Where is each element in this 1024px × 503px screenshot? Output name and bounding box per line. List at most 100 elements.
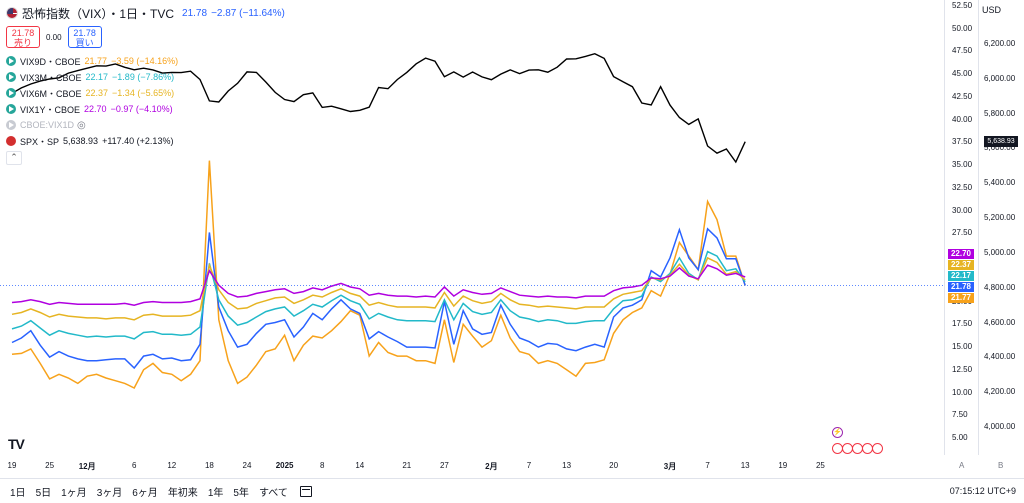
symbol-change: −2.87 (−11.64%) (211, 7, 285, 19)
legend-row-vix1y[interactable]: VIX1Y・CBOE 22.70 −0.97 (−4.10%) (6, 101, 285, 117)
series-line-vix[interactable] (11, 227, 746, 370)
spx-tick-label: 6,200.00 (984, 39, 1016, 48)
time-tick-label: 7 (526, 461, 532, 470)
symbol-title-row[interactable]: 恐怖指数（VIX）・1日・TVC 21.78 −2.87 (−11.64%) (6, 4, 285, 22)
spx-tick-label: 5,200.00 (984, 213, 1016, 223)
series-change: −1.34 (−5.65%) (112, 88, 175, 98)
range-5d[interactable]: 5日 (35, 487, 52, 499)
spx-last-badge: 5,638.93 (984, 135, 1018, 147)
series-name: VIX9D・CBOE (20, 56, 81, 67)
clock-time[interactable]: 07:15:12 UTC+9 (949, 486, 1016, 496)
economic-event-icon[interactable] (872, 443, 883, 454)
scale-b-button[interactable]: B (998, 461, 1004, 470)
vix-tick-label: 5.00 (952, 433, 968, 442)
time-tick-label: 13 (740, 461, 750, 470)
time-tick-label: 3月 (663, 462, 677, 471)
spx-tick-label: 4,400.00 (984, 352, 1016, 362)
vix-tick-label: 27.50 (952, 228, 973, 238)
vix-tick-label: 52.50 (952, 1, 973, 10)
series-line-vix9d[interactable] (11, 160, 746, 389)
legend-row-vix9d[interactable]: VIX9D・CBOE 21.77 −3.59 (−14.16%) (6, 53, 285, 69)
hidden-series-name: CBOE:VIX1D (20, 120, 75, 130)
series-value: 21.77 (84, 56, 108, 66)
time-tick-label: 24 (242, 461, 252, 470)
eye-hidden-icon[interactable]: ◎ (77, 119, 86, 131)
range-ytd[interactable]: 年初来 (167, 487, 198, 499)
series-value: 22.17 (85, 72, 109, 82)
series-line-vix6m[interactable] (11, 256, 746, 321)
spx-tick-label: 5,400.00 (984, 178, 1016, 188)
time-tick-label: 12月 (78, 462, 96, 471)
series-line-vix3m[interactable] (11, 250, 746, 340)
time-tick-label: 19 (778, 461, 788, 470)
legend-row-hidden[interactable]: CBOE:VIX1D ◎ (6, 117, 285, 133)
tradingview-logo[interactable]: TV (8, 436, 25, 452)
vix-tick-label: 45.00 (952, 69, 973, 79)
range-1d[interactable]: 1日 (10, 487, 26, 499)
spx-tick-label: 5,800.00 (984, 108, 1016, 118)
spx-tick-label: 4,200.00 (984, 387, 1016, 397)
last-value-badge: 22.37 (948, 260, 974, 270)
range-1m[interactable]: 1ヶ月 (61, 487, 87, 499)
calendar-icon[interactable] (299, 485, 312, 497)
range-3m[interactable]: 3ヶ月 (96, 487, 123, 499)
last-value-badge: 22.17 (948, 271, 974, 281)
series-change: −0.97 (−4.10%) (110, 104, 173, 114)
spread-value: 0.00 (46, 32, 62, 42)
series-name: SPX・SP (20, 136, 60, 147)
range-5y[interactable]: 5年 (233, 487, 249, 499)
range-1y[interactable]: 1年 (207, 487, 224, 499)
spx-tick-label: 4,000.00 (984, 422, 1016, 431)
time-tick-label: 7 (705, 461, 710, 470)
time-tick-label: 27 (439, 461, 449, 470)
series-value: 22.70 (84, 104, 107, 114)
legend-row-spx[interactable]: SPX・SP 5,638.93 +117.40 (+2.13%) (6, 133, 285, 149)
sell-button[interactable]: 21.78 売り (6, 26, 40, 48)
time-tick-label: 6 (131, 461, 137, 470)
play-icon (6, 72, 16, 82)
vix-tick-label: 32.50 (952, 182, 973, 192)
time-tick-label: 20 (609, 461, 619, 470)
time-tick-label: 13 (562, 461, 572, 470)
spx-tick-label: 4,600.00 (984, 317, 1016, 327)
play-icon (6, 88, 16, 98)
spx-tick-label: 6,000.00 (984, 73, 1016, 83)
series-line-spx[interactable] (11, 52, 746, 164)
last-value-badge: 21.77 (948, 293, 974, 303)
vix-tick-label: 47.50 (952, 46, 973, 56)
legend-row-vix6m[interactable]: VIX6M・CBOE 22.37 −1.34 (−5.65%) (6, 85, 285, 101)
play-icon (6, 56, 16, 66)
vix-tick-label: 35.00 (952, 160, 973, 170)
trade-buttons: 21.78 売り 0.00 21.78 買い (6, 25, 285, 49)
time-tick-label: 12 (167, 461, 177, 470)
range-6m[interactable]: 6ヶ月 (132, 487, 158, 499)
legend-row-vix3m[interactable]: VIX3M・CBOE 22.17 −1.89 (−7.86%) (6, 69, 285, 85)
currency-label[interactable]: USD (982, 5, 1002, 15)
vix-tick-label: 10.00 (952, 387, 973, 397)
series-change: +117.40 (+2.13%) (102, 136, 174, 146)
play-icon (6, 120, 16, 130)
collapse-legend-button[interactable]: ⌃ (6, 151, 22, 165)
vix-tick-label: 12.50 (952, 364, 973, 374)
vix-tick-label: 7.50 (952, 410, 968, 420)
series-name: VIX1Y・CBOE (20, 104, 81, 115)
series-change: −3.59 (−14.16%) (111, 56, 179, 66)
buy-label: 買い (75, 38, 94, 48)
time-tick-label: 25 (45, 461, 55, 470)
symbol-title[interactable]: 恐怖指数（VIX）・1日・TVC (22, 6, 175, 21)
range-all[interactable]: すべて (258, 487, 288, 499)
us-flag-icon (6, 7, 18, 19)
vix-tick-label: 50.00 (952, 23, 973, 33)
spx-axis-divider (978, 0, 979, 455)
series-line-vix1y[interactable] (11, 264, 746, 306)
series-change: −1.89 (−7.86%) (112, 72, 175, 82)
bolt-event-icon[interactable]: ⚡ (832, 427, 843, 438)
vix-tick-label: 37.50 (952, 137, 973, 147)
auto-scale-button[interactable]: A (959, 461, 965, 470)
series-value: 22.37 (85, 88, 109, 98)
play-icon (6, 104, 16, 114)
buy-button[interactable]: 21.78 買い (67, 26, 102, 48)
vix-axis-divider (944, 0, 945, 455)
vix-tick-label: 40.00 (952, 114, 973, 124)
